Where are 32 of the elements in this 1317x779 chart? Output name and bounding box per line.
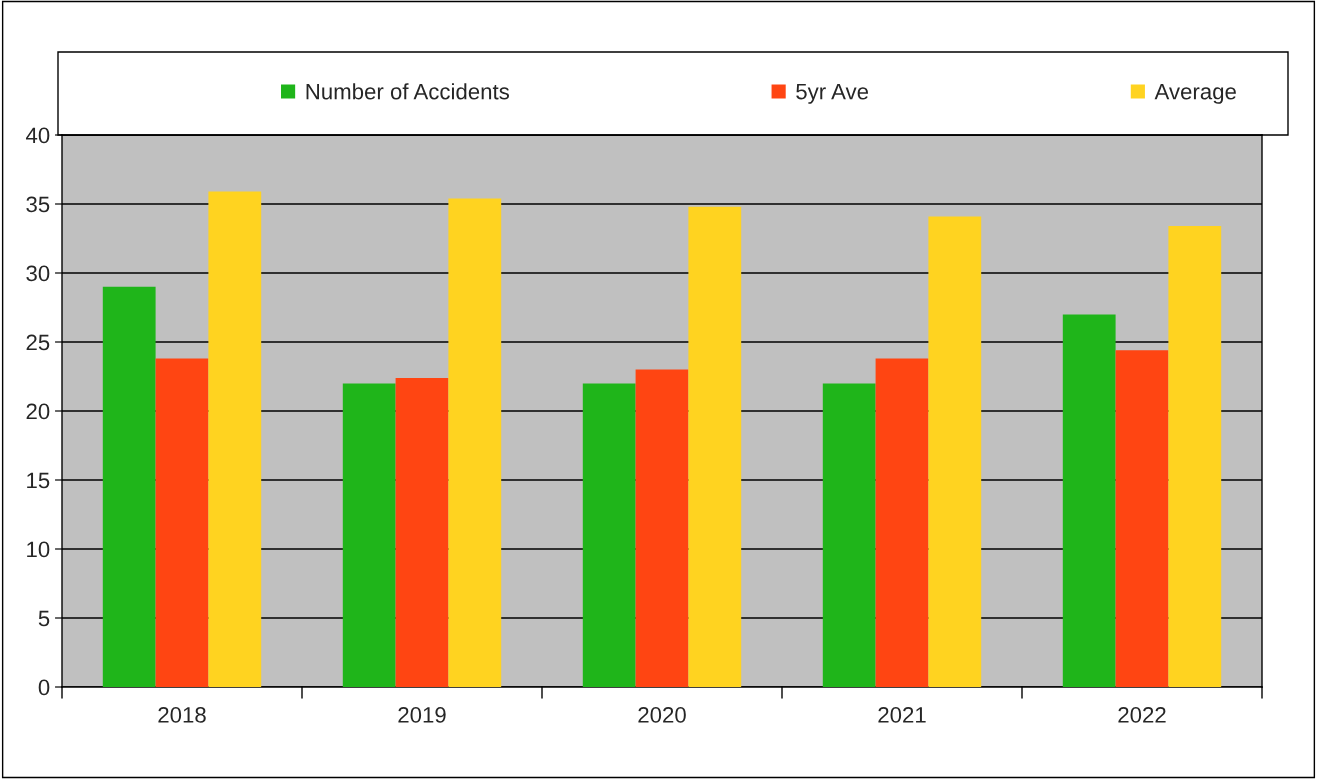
y-tick-label: 15 <box>27 472 50 489</box>
legend-label: Average <box>1154 83 1236 104</box>
bar <box>1168 226 1222 687</box>
bar <box>395 377 449 687</box>
bar <box>1115 350 1169 687</box>
y-tick-label: 5 <box>38 610 50 627</box>
bar <box>448 198 502 687</box>
bar <box>875 358 929 687</box>
x-tick-label: 2021 <box>878 707 926 723</box>
y-tick-label: 30 <box>26 265 50 282</box>
x-tick-label: 2020 <box>638 707 686 723</box>
bar <box>688 206 742 687</box>
y-tick-label: 35 <box>26 196 50 213</box>
legend-label: 5yr Ave <box>796 83 869 104</box>
y-tick-label: 40 <box>25 127 50 144</box>
bar <box>928 216 982 687</box>
y-tick-label: 20 <box>26 403 50 420</box>
x-tick-label: 2019 <box>398 707 446 723</box>
x-tick-label: 2022 <box>1118 707 1166 723</box>
bar <box>1062 314 1116 687</box>
bar <box>155 358 209 687</box>
bar <box>342 383 396 687</box>
bar <box>822 383 876 687</box>
bar <box>102 286 156 687</box>
y-tick-label: 25 <box>26 334 50 351</box>
bar <box>635 369 689 687</box>
y-tick-label: 0 <box>38 679 50 696</box>
legend-label: Number of Accidents <box>306 83 509 100</box>
x-tick-label: 2018 <box>158 707 206 723</box>
y-tick-label: 10 <box>27 541 50 558</box>
bar <box>582 383 636 687</box>
bar <box>208 191 262 687</box>
